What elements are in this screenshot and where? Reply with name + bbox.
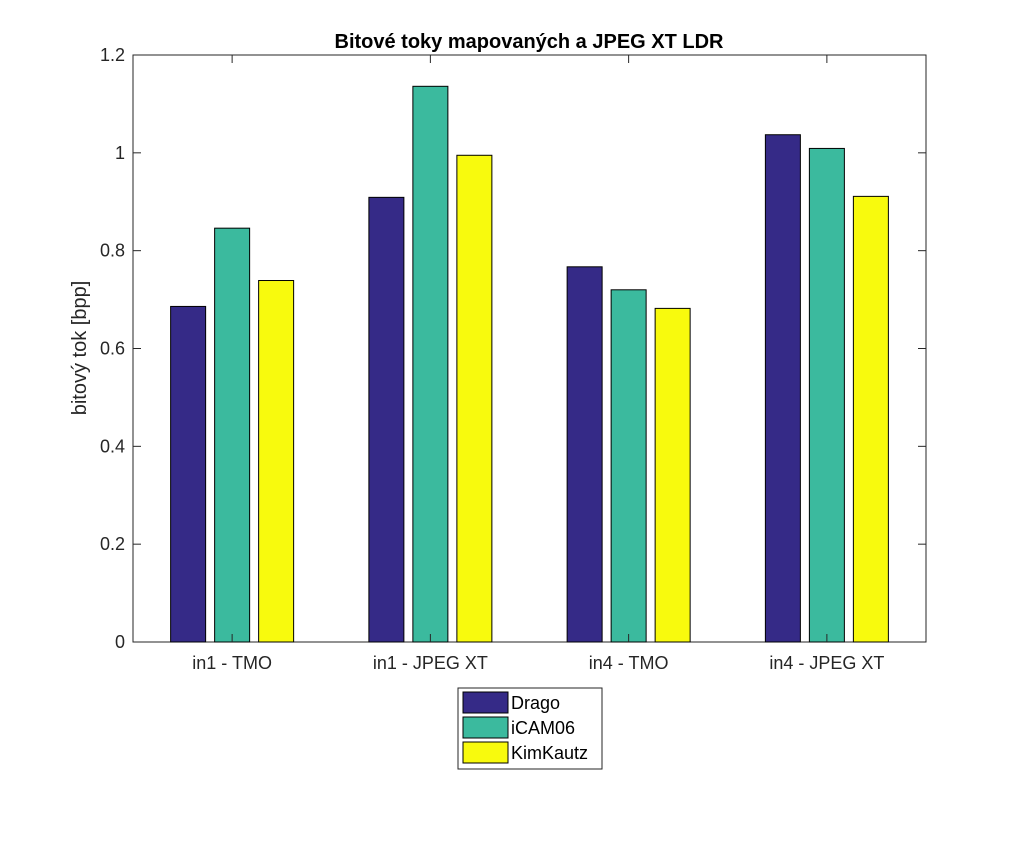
- y-tick-label: 1.2: [100, 45, 125, 65]
- chart-title: Bitové toky mapovaných a JPEG XT LDR: [335, 31, 725, 53]
- y-tick-label: 0.2: [100, 534, 125, 554]
- plot-area: 0 0.2 0.4 0.6 0.8 1 1.2 in1 - TMO in1 - JPEG XT…: [100, 45, 927, 673]
- bar-kimkautz-1: [258, 280, 295, 643]
- y-tick-label: 0: [115, 632, 125, 652]
- bar-kimkautz-3: [654, 307, 691, 643]
- x-tick-label: in1 - JPEG XT: [373, 653, 488, 673]
- y-tick-label: 0.6: [100, 339, 125, 359]
- legend-swatch-kimkautz: [462, 741, 509, 764]
- bar-icam06-4: [808, 147, 845, 643]
- legend-swatch-drago: [462, 691, 509, 714]
- legend-label-icam06: iCAM06: [511, 718, 575, 738]
- axes-box: [132, 54, 927, 643]
- legend: Drago iCAM06 KimKautz: [457, 687, 603, 770]
- x-axis-ticks: in1 - TMO in1 - JPEG XT in4 - TMO in4 - JPE…: [192, 55, 884, 673]
- x-tick-label: in1 - TMO: [192, 653, 272, 673]
- bar-icam06-3: [610, 289, 647, 643]
- bar-drago-2: [368, 196, 405, 643]
- bar-icam06-2: [412, 85, 449, 643]
- y-axis-ticks: 0 0.2 0.4 0.6 0.8 1 1.2: [100, 45, 926, 652]
- bars-group: [170, 85, 889, 643]
- bar-kimkautz-2: [456, 154, 493, 643]
- bar-drago-1: [170, 305, 207, 643]
- y-tick-label: 0.4: [100, 436, 125, 456]
- y-axis-label: bitový tok [bpp]: [69, 281, 91, 416]
- legend-label-drago: Drago: [511, 693, 560, 713]
- bar-drago-4: [764, 134, 801, 643]
- legend-items: Drago iCAM06 KimKautz: [462, 691, 588, 764]
- bar-icam06-1: [214, 227, 251, 643]
- x-tick-label: in4 - TMO: [589, 653, 669, 673]
- legend-label-kimkautz: KimKautz: [511, 743, 588, 763]
- y-tick-label: 1: [115, 143, 125, 163]
- bar-kimkautz-4: [852, 195, 889, 643]
- y-tick-label: 0.8: [100, 241, 125, 261]
- bar-drago-3: [566, 266, 603, 643]
- x-tick-label: in4 - JPEG XT: [769, 653, 884, 673]
- legend-swatch-icam06: [462, 716, 509, 739]
